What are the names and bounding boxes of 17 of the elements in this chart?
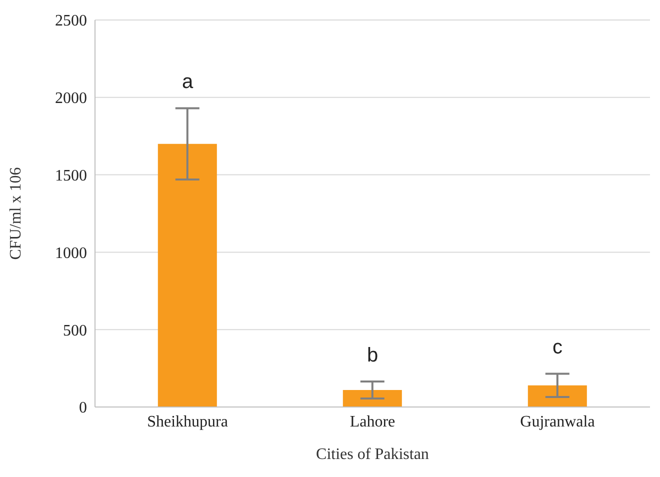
y-tick-label: 500 xyxy=(63,322,87,340)
bar xyxy=(528,385,587,407)
x-tick-label: Sheikhupura xyxy=(147,413,228,430)
y-tick-label: 1500 xyxy=(55,167,87,184)
x-tick-label: Gujranwala xyxy=(520,413,595,430)
y-tick-label: 2500 xyxy=(55,12,87,30)
bar xyxy=(158,144,217,407)
x-axis-title: Cities of Pakistan xyxy=(316,446,429,463)
annotation: a xyxy=(182,71,194,94)
y-tick-label: 2000 xyxy=(55,90,87,108)
y-tick-label: 1000 xyxy=(55,244,87,262)
y-axis-title: CFU/ml x 106 xyxy=(8,167,25,260)
y-tick-label: 0 xyxy=(79,400,87,417)
x-tick-label: Lahore xyxy=(350,413,396,430)
annotation: c xyxy=(552,336,562,359)
bar xyxy=(342,390,402,407)
annotation: b xyxy=(366,344,378,366)
